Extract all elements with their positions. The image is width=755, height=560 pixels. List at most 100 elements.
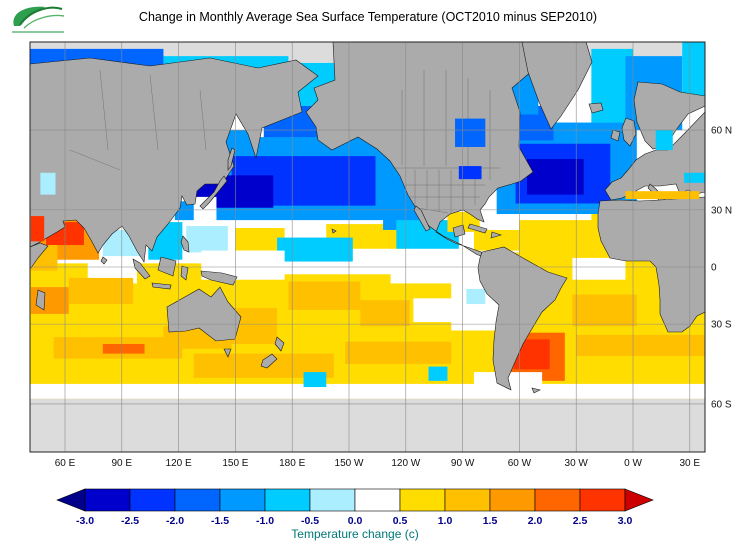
landmass [30, 242, 49, 269]
landmass [100, 256, 108, 265]
sst-region-central-indian-warm [68, 277, 134, 305]
world-map: 60 E 90 E 120 E 150 E 180 E 150 W 120 W 90 W 60 … [29, 41, 732, 469]
colorbar-segment [174, 488, 221, 512]
sst-region-subantarctic-white [30, 383, 705, 399]
border-line [199, 89, 207, 151]
map-border [29, 41, 706, 453]
sst-region-caribbean-yellow [473, 229, 520, 251]
colorbar-under-arrow [56, 488, 86, 512]
colorbar-segments [56, 488, 654, 512]
sst-region-baltic-sea [655, 130, 673, 151]
colorbar-tick-label: -1.0 [256, 515, 274, 527]
landmass [490, 231, 502, 239]
landmass [305, 42, 546, 258]
sst-region-southern-cyan-spot-2 [428, 366, 448, 381]
colorbar-tick-label: 3.0 [618, 515, 633, 527]
sst-region-southern-cyan-spot-1 [303, 372, 327, 388]
landmass [30, 57, 319, 263]
colorbar-segment [444, 488, 491, 512]
landmass [621, 117, 637, 147]
colorbar-tick-labels: -3.0 -2.5 -2.0 -1.5 -1.0 -0.5 0.0 0.5 1.0 1.5 2.0 2… [76, 515, 632, 527]
sst-region-red-sea [30, 216, 45, 242]
sst-region-peru-cyan [466, 288, 486, 305]
sst-region-south-pacific-streak-2 [345, 341, 452, 364]
border-line [417, 207, 449, 214]
colorbar-tick-label: -3.0 [76, 515, 94, 527]
colorbar-label: Temperature change (c) [291, 527, 418, 541]
landmass [413, 205, 431, 232]
colorbar-segment [399, 488, 446, 512]
sst-region-brazil-warm [572, 294, 637, 327]
lon-tick-label: 90 W [451, 458, 475, 469]
colorbar-tick-label: 0.0 [348, 515, 363, 527]
sst-region-barents-east [682, 42, 705, 106]
sst-region-central-pacific-itcz [277, 237, 353, 262]
sst-region-hudson-bay [455, 118, 486, 147]
lon-tick-label: 60 W [508, 458, 532, 469]
lon-tick-label: 60 E [55, 458, 76, 469]
colorbar-tick-label: -0.5 [301, 515, 319, 527]
sst-region-sp-white-patch [413, 298, 459, 323]
colorbar: -3.0 -2.5 -2.0 -1.5 -1.0 -0.5 0.0 0.5 1.0 1.5 2.0 2… [56, 488, 654, 541]
lon-tick-label: 150 W [335, 458, 364, 469]
figure-title: Change in Monthly Average Sea Surface Te… [139, 10, 597, 24]
colorbar-tick-label: -2.5 [121, 515, 139, 527]
latlon-gridlines [30, 42, 705, 452]
lat-tick-label: 30 S [711, 320, 732, 331]
landmass [157, 256, 177, 277]
colorbar-segment [354, 488, 401, 512]
border-line [69, 149, 121, 171]
landmass [200, 270, 238, 286]
landmasses [30, 42, 705, 394]
lon-tick-label: 90 E [112, 458, 133, 469]
inland-water-overlays [30, 118, 705, 242]
lon-tick-label: 150 E [222, 458, 248, 469]
landmass [227, 147, 236, 171]
landmass [588, 102, 604, 114]
lon-tick-label: 120 W [391, 458, 420, 469]
border-line [149, 74, 159, 151]
landmass [223, 348, 232, 358]
landmass [132, 258, 151, 280]
landmass [260, 353, 278, 369]
colorbar-tick-label: 2.0 [528, 515, 543, 527]
sst-region-spcz-warm [288, 281, 361, 310]
colorbar-tick-label: 1.5 [483, 515, 498, 527]
landmass [151, 282, 172, 290]
colorbar-segment [219, 488, 266, 512]
agency-logo [12, 6, 65, 33]
sst-region-south-indian-red [102, 343, 145, 354]
landmass [199, 175, 228, 210]
lon-tick-label: 0 W [624, 458, 642, 469]
sst-region-north-atlantic-deep [526, 159, 584, 195]
sst-region-caspian-sea [40, 172, 56, 195]
sst-region-eq-atl-white [572, 257, 626, 280]
landmass [180, 235, 190, 253]
colorbar-segment [579, 488, 626, 512]
lon-tick-label: 120 E [166, 458, 192, 469]
lon-tick-label: 180 E [279, 458, 305, 469]
colorbar-tick-label: 2.5 [573, 515, 588, 527]
landmass [521, 42, 593, 130]
landmass [467, 223, 488, 234]
colorbar-tick-label: 1.0 [438, 515, 453, 527]
sst-region-south-pacific-orange [360, 300, 410, 327]
logo-baseline [12, 31, 64, 33]
sst-region-great-lakes [458, 166, 482, 180]
logo-wave-stroke [19, 6, 63, 26]
landmass [452, 224, 466, 238]
lat-tick-label: 0 [711, 263, 717, 274]
longitude-tick-labels: 60 E 90 E 120 E 150 E 180 E 150 W 120 W 90 W 60 … [55, 458, 701, 469]
colorbar-segment [129, 488, 176, 512]
colorbar-segment [309, 488, 356, 512]
sst-region-coral-tasman-warm [231, 307, 278, 344]
landmass [274, 336, 285, 352]
colorbar-segment [534, 488, 581, 512]
landmass [180, 265, 189, 281]
latitude-tick-labels: 60 N 30 N 0 30 S 60 S [711, 126, 732, 411]
border-line [99, 69, 109, 151]
landmass [331, 228, 337, 234]
lon-tick-label: 30 W [565, 458, 589, 469]
